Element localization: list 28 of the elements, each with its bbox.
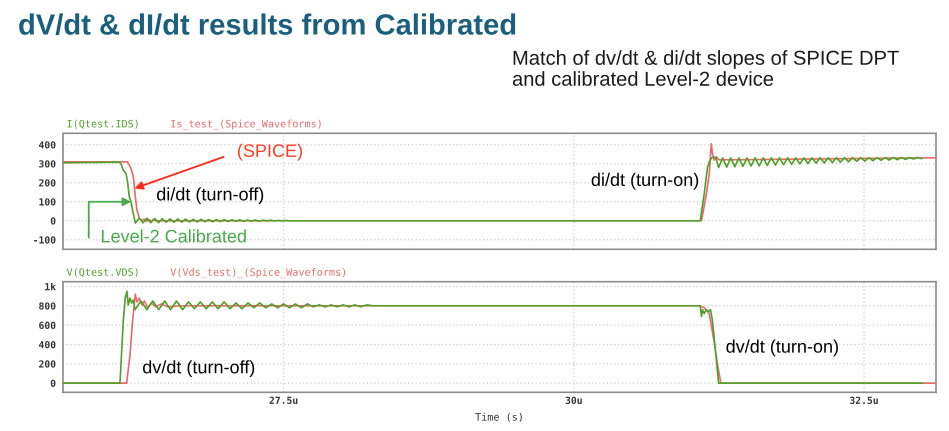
x-tick-label: 30u xyxy=(566,396,582,404)
chart-subtitle: Match of dv/dt & di/dt slopes of SPICE DPT and calibrated Level-2 device xyxy=(512,50,899,86)
annotation: di/dt (turn-off) xyxy=(157,187,264,204)
y-tick-label: 0 xyxy=(50,380,56,387)
y-tick-label: 800 xyxy=(39,302,56,310)
y-tick-label: 400 xyxy=(38,141,56,149)
y-tick-label: 200 xyxy=(39,179,56,187)
x-tick-label: 32.5u xyxy=(850,396,878,404)
annotation: (SPICE) xyxy=(238,144,302,161)
x-tick-label: 27.5u xyxy=(269,396,298,404)
y-tick-label: 200 xyxy=(39,360,56,368)
x-axis-title: Time (s) xyxy=(475,412,522,422)
y-tick-label: 300 xyxy=(39,160,56,168)
annotation: dv/dt (turn-on) xyxy=(726,340,838,356)
text: V(Vds_test)_(Spice_Waveforms) xyxy=(170,268,346,278)
y-tick-label: 600 xyxy=(39,322,56,330)
annotation: dv/dt (turn-off) xyxy=(143,360,254,378)
annotation: Level-2 Calibrated xyxy=(102,229,246,243)
annotation: di/dt (turn-on) xyxy=(592,172,698,190)
series-label: V(Qtest.VDS) xyxy=(66,268,138,278)
text: I(Qtest.IDS) xyxy=(68,120,138,129)
y-tick-label: -100 xyxy=(34,236,56,244)
y-tick-label: 0 xyxy=(50,217,56,225)
chart-title: dV/dt & dI/dt results from Calibrated xyxy=(19,13,516,36)
text: Is_test_(Spice_Waveforms) xyxy=(171,120,321,130)
y-tick-label: 1k xyxy=(45,282,56,290)
y-tick-label: 400 xyxy=(38,340,56,348)
y-tick-label: 100 xyxy=(39,198,56,206)
